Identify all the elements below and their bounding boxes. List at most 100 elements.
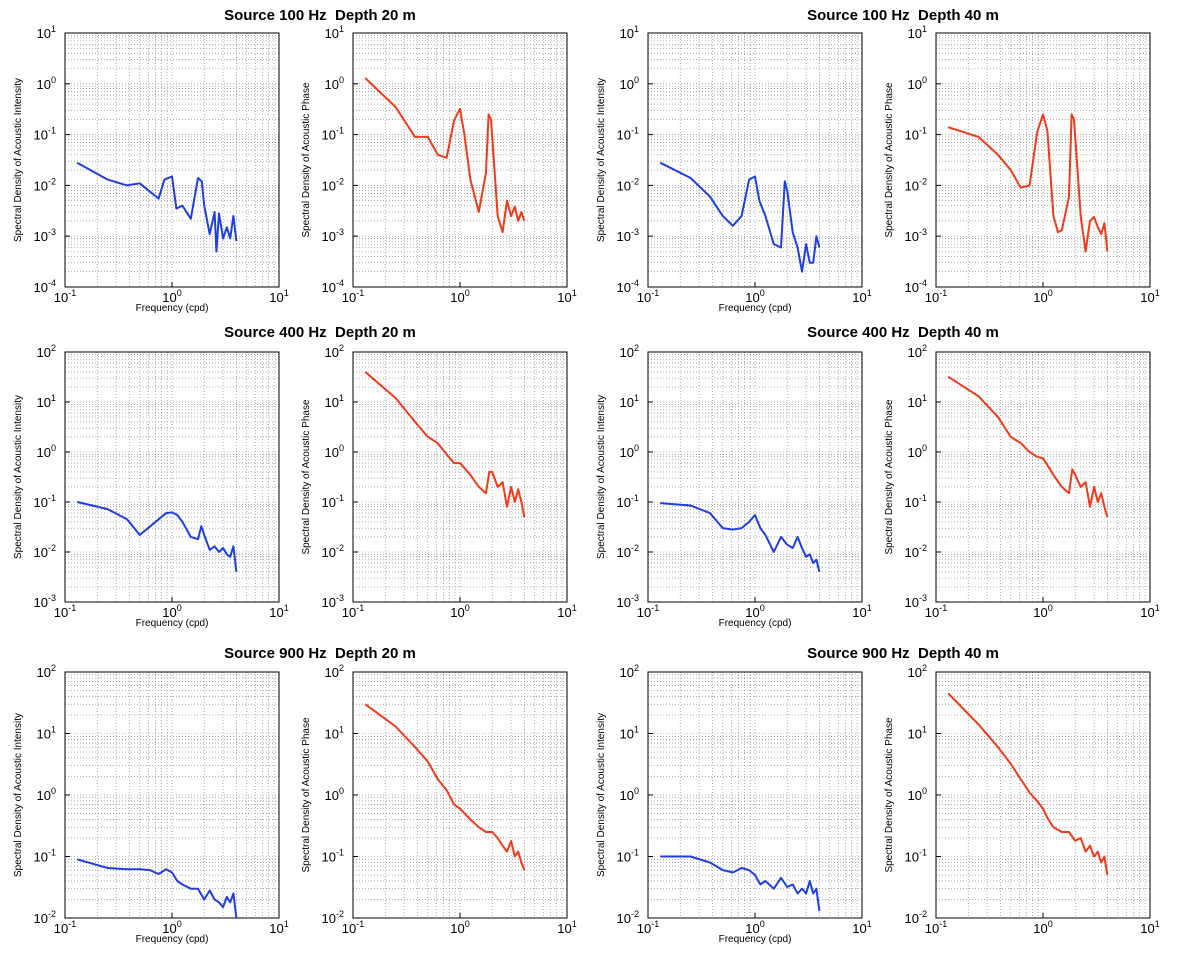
panel-title: Source 100 Hz Depth 20 m: [20, 7, 620, 24]
panel-title: Source 400 Hz Depth 20 m: [20, 324, 620, 341]
y-tick-label: 101: [37, 725, 56, 742]
title-depth: Depth 20 m: [335, 7, 416, 24]
y-axis-label: Spectral Density of Acoustic Phase: [301, 82, 312, 238]
y-tick-label: 100: [908, 786, 927, 803]
y-tick-label: 10-2: [322, 176, 344, 193]
x-tick-label: 10-1: [637, 919, 659, 936]
x-tick-label: 100: [450, 288, 469, 305]
series-line: [76, 161, 238, 253]
y-tick-label: 100: [620, 443, 639, 460]
y-tick-label: 10-3: [617, 593, 639, 610]
y-axis-label: Spectral Density of Acoustic Phase: [884, 82, 895, 238]
y-tick-label: 10-2: [617, 909, 639, 926]
series-line: [947, 692, 1109, 876]
y-axis-label: Spectral Density of Acoustic Intensity: [13, 78, 24, 242]
y-tick-label: 10-4: [322, 278, 344, 295]
y-tick-label: 10-2: [617, 543, 639, 560]
grid: [353, 672, 567, 918]
y-tick-label: 101: [908, 725, 927, 742]
title-source: Source 100 Hz: [807, 7, 910, 24]
x-axis-label: Frequency (cpd): [136, 303, 209, 314]
y-tick-label: 10-1: [34, 848, 56, 865]
y-tick-label: 10-1: [905, 493, 927, 510]
y-tick-label: 101: [908, 393, 927, 410]
series-line: [76, 858, 238, 919]
y-tick-label: 10-3: [905, 593, 927, 610]
y-tick-label: 101: [37, 393, 56, 410]
x-tick-label: 101: [557, 919, 576, 936]
y-tick-label: 10-2: [34, 543, 56, 560]
y-tick-label: 10-2: [905, 543, 927, 560]
y-tick-label: 100: [620, 786, 639, 803]
y-tick-label: 10-1: [617, 126, 639, 143]
y-tick-label: 10-3: [34, 593, 56, 610]
x-tick-label: 101: [1140, 919, 1159, 936]
grid: [353, 33, 567, 287]
y-tick-label: 101: [620, 725, 639, 742]
y-tick-label: 10-1: [322, 493, 344, 510]
y-tick-label: 100: [37, 75, 56, 92]
x-axis-label: Frequency (cpd): [719, 934, 792, 945]
y-tick-label: 10-2: [322, 543, 344, 560]
y-tick-label: 10-3: [322, 593, 344, 610]
x-axis-label: Frequency (cpd): [719, 618, 792, 629]
y-tick-label: 101: [325, 393, 344, 410]
chart-panel: 10-1 100 101 10-3 10-2 10-1 100 101 102 Frequency…: [13, 343, 289, 629]
x-tick-label: 100: [1033, 288, 1052, 305]
grid: [936, 672, 1150, 918]
x-tick-label: 100: [745, 603, 764, 620]
chart-panel: 10-1 100 101 10-3 10-2 10-1 100 101 102 Spectral …: [301, 343, 577, 620]
y-tick-label: 102: [325, 663, 344, 680]
y-tick-label: 10-3: [322, 227, 344, 244]
axes-box: [647, 351, 863, 603]
grid: [648, 672, 862, 918]
x-tick-label: 101: [852, 603, 871, 620]
x-axis-label: Frequency (cpd): [136, 618, 209, 629]
series-line: [76, 501, 238, 573]
title-source: Source 900 Hz: [224, 645, 327, 662]
chart-panel: 10-1 100 101 10-3 10-2 10-1 100 101 102 Frequency…: [596, 343, 872, 629]
grid: [65, 672, 279, 918]
x-tick-label: 10-1: [54, 288, 76, 305]
y-tick-label: 101: [620, 393, 639, 410]
chart-panel: 10-1 100 101 10-4 10-3 10-2 10-1 100 101 Spectral…: [301, 24, 577, 305]
y-tick-label: 100: [620, 75, 639, 92]
y-tick-label: 10-1: [322, 848, 344, 865]
y-tick-label: 101: [620, 24, 639, 41]
axes-box: [64, 351, 280, 603]
grid: [65, 33, 279, 287]
y-tick-label: 10-2: [34, 176, 56, 193]
x-tick-label: 101: [852, 288, 871, 305]
x-tick-label: 101: [557, 603, 576, 620]
y-tick-label: 10-3: [617, 227, 639, 244]
x-tick-label: 10-1: [54, 919, 76, 936]
y-tick-label: 101: [325, 24, 344, 41]
chart-panel: 10-1 100 101 10-3 10-2 10-1 100 101 102 Spectral …: [884, 343, 1160, 620]
x-tick-label: 10-1: [637, 603, 659, 620]
panel-title: Source 400 Hz Depth 40 m: [603, 324, 1185, 341]
y-tick-label: 10-1: [322, 126, 344, 143]
y-tick-label: 10-1: [905, 126, 927, 143]
y-tick-label: 100: [37, 443, 56, 460]
y-tick-label: 10-2: [905, 909, 927, 926]
y-tick-label: 102: [908, 343, 927, 360]
x-tick-label: 10-1: [925, 603, 947, 620]
x-tick-label: 10-1: [637, 288, 659, 305]
x-tick-label: 101: [269, 919, 288, 936]
y-tick-label: 100: [908, 75, 927, 92]
x-tick-label: 100: [162, 288, 181, 305]
title-depth: Depth 40 m: [918, 324, 999, 341]
y-tick-label: 100: [325, 75, 344, 92]
y-tick-label: 101: [908, 24, 927, 41]
series-line: [364, 77, 526, 234]
y-axis-label: Spectral Density of Acoustic Intensity: [596, 713, 607, 877]
x-tick-label: 100: [162, 919, 181, 936]
y-tick-label: 10-1: [34, 126, 56, 143]
x-tick-label: 100: [1033, 603, 1052, 620]
x-axis-label: Frequency (cpd): [136, 934, 209, 945]
series-line: [364, 371, 526, 518]
y-tick-label: 100: [908, 443, 927, 460]
